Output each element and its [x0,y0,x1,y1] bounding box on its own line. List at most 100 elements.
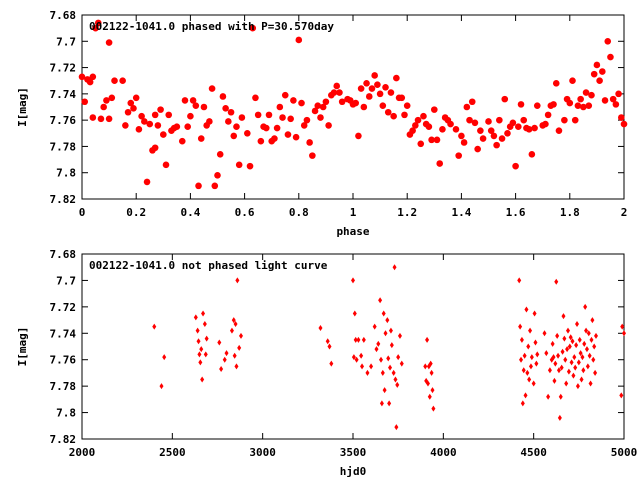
phased-data-point [162,161,170,169]
unphased-data-point [198,359,203,366]
phased-data-point [501,95,509,103]
unphased-data-point [365,369,370,376]
phased-y-tick-label: 7.8 [56,167,76,180]
phased-plot-title: 002122-1041.0 phased with P=30.570day [89,20,334,33]
phased-data-point [124,108,132,116]
phased-data-point [273,124,281,132]
unphased-data-point [356,336,361,343]
unphased-data-point [575,383,580,390]
phased-data-point [111,77,118,85]
phased-data-point [265,111,273,119]
unphased-data-point [529,354,534,361]
phased-data-point [197,135,205,142]
unphased-data-point [565,346,570,353]
unphased-data-point [573,364,578,371]
phased-data-point [420,112,427,120]
phased-data-point [580,103,587,111]
phased-data-point [433,136,441,144]
unphased-data-point [425,380,430,387]
unphased-data-point [354,356,359,363]
phased-data-point [89,114,97,121]
unphased-plot-title: 002122-1041.0 not phased light curve [89,259,328,272]
phased-data-point [146,120,154,128]
unphased-data-point [523,392,528,399]
unphased-data-point [224,350,229,357]
phased-data-point [292,133,300,141]
phased-data-point [130,105,137,112]
unphased-data-point [427,393,432,400]
phased-data-point [393,74,400,82]
unphased-data-point [237,344,242,351]
unphased-data-point [200,376,205,383]
phased-data-point [542,120,549,128]
phased-data-point [398,94,406,102]
unphased-data-point [195,327,200,334]
unphased-data-point [431,405,436,412]
unphased-y-tick-label: 7.78 [50,380,77,393]
unphased-data-point [374,346,379,353]
phased-data-point [520,116,528,124]
phased-data-point [425,123,433,131]
unphased-data-point [620,323,625,330]
unphased-y-tick-label: 7.74 [50,327,77,340]
unphased-y-tick-label: 7.72 [50,301,77,314]
phased-data-point [574,102,582,109]
phased-data-point [138,112,145,120]
phased-data-point [371,72,378,79]
phased-data-point [428,136,435,144]
phased-data-point [352,99,360,107]
unphased-data-point [430,387,435,394]
unphased-data-point [385,317,390,324]
phased-data-point [509,119,517,127]
unphased-data-point [547,367,552,374]
unphased-y-tick-label: 7.76 [50,354,77,367]
phased-data-point [338,98,346,106]
phased-data-point [184,123,191,131]
phased-data-point [306,139,313,146]
phased-data-point [249,24,257,32]
phased-y-tick-label: 7.78 [50,140,77,153]
unphased-data-point [197,351,202,358]
phased-data-point [571,116,579,124]
phased-data-point [357,85,365,92]
phased-data-point [94,19,102,27]
unphased-data-point [391,369,396,376]
unphased-data-point [234,363,239,370]
phased-data-point [414,116,422,124]
phased-data-point [474,145,481,153]
unphased-data-point [318,325,323,331]
unphased-data-point [560,348,565,355]
unphased-data-point [517,277,522,284]
unphased-data-point [522,352,527,359]
unphased-data-point [565,327,570,334]
phased-data-point [552,80,560,87]
unphased-data-point [564,380,569,387]
unphased-data-point [423,363,428,370]
phased-data-point [325,122,332,129]
unphased-data-point [519,356,524,363]
unphased-data-point [387,400,392,407]
unphased-data-point [519,336,524,343]
unphased-data-point [395,381,400,388]
unphased-data-point [556,352,561,359]
phased-data-point [222,105,229,112]
phased-data-point [471,119,479,127]
unphased-data-point [520,400,525,407]
unphased-data-point [562,335,567,342]
phased-y-tick-label: 7.82 [50,193,77,206]
unphased-data-point [563,356,568,363]
phased-y-tick-label: 7.76 [50,114,77,127]
phased-data-point [466,116,473,124]
phased-data-point [262,124,270,132]
phased-data-point [317,114,324,121]
phased-data-point [165,111,173,119]
unphased-data-point [394,424,399,431]
phased-data-point [309,152,316,159]
unphased-data-point [561,313,566,320]
unphased-data-point [584,327,589,334]
phased-data-point [620,120,628,128]
phased-data-point [336,89,343,96]
phased-data-point [181,97,189,104]
phased-data-point [151,111,159,119]
phased-data-point [173,123,181,131]
